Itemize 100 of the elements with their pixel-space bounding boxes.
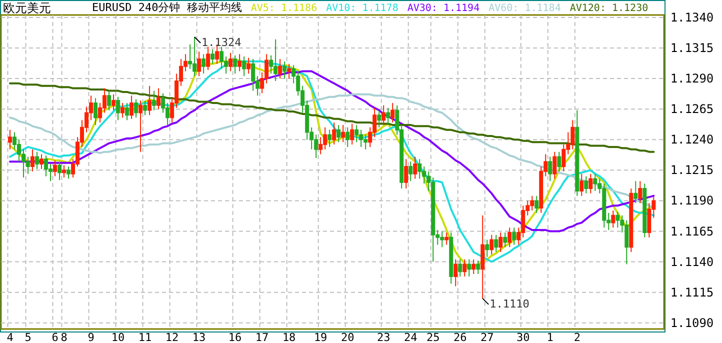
candlestick [116,96,120,121]
candlestick [228,52,233,72]
candlestick [233,54,238,74]
candlestick [418,158,422,180]
candlestick [458,258,462,277]
candlestick [35,151,40,170]
text: AV60: 1.1184 [488,3,561,14]
x-tick-label: 24 [404,331,418,343]
candlestick [350,123,354,146]
y-tick-label: 1.1340 [670,10,714,24]
candlestick [62,164,66,178]
candlestick [107,90,112,111]
candlestick [332,122,336,146]
candlestick [152,90,156,111]
candlestick [246,57,251,74]
candlestick [476,260,480,275]
y-tick-label: 1.1190 [670,194,714,208]
y-tick-label: 1.1140 [670,254,714,269]
text: AV10: 1.1178 [326,3,398,14]
candlestick [156,88,161,110]
candlestick [287,63,292,80]
x-tick-label: 25 [426,331,440,343]
candlestick [143,100,148,116]
candlestick [449,232,454,284]
candlestick [634,180,638,204]
candlestick [138,100,143,152]
candlestick [278,58,282,80]
candlestick [125,102,130,121]
x-tick-label: 26 [453,331,467,343]
candlestick [130,95,134,120]
candlestick [485,239,490,258]
y-tick-label: 1.1215 [670,163,714,178]
x-tick-label: 18 [282,331,296,343]
candlestick [580,173,584,196]
candlestick [552,151,557,180]
candlestick [134,98,138,118]
annotation: 1.1324 [194,36,242,49]
x-tick-label: 27 [480,331,494,343]
y-tick-label: 1.1240 [670,132,714,147]
annotation: 1.1324 [202,36,242,49]
candlestick [341,124,346,143]
candlestick [588,173,593,194]
annotation: 1.1110 [490,297,530,310]
y-tick-label: 1.1290 [670,72,714,86]
candlestick [210,48,215,64]
candlestick [534,195,539,214]
x-tick-label: 30 [516,331,530,343]
y-tick-label: 1.1265 [670,102,714,116]
candlestick [354,124,359,143]
candlestick [390,102,395,124]
x-tick-label: 8 [60,331,68,343]
candlestick [120,102,125,118]
candlestick [629,188,634,253]
candlestick [282,60,287,80]
candlestick [40,154,44,170]
annotation: 1.1110 [482,297,530,310]
candlestick [251,58,256,92]
x-tick-label: 10 [111,331,125,343]
candlestick [202,54,206,74]
x-tick-label: 19 [314,331,328,343]
candlestick [444,232,449,246]
candlestick [328,129,332,148]
candlestick [386,107,390,126]
candlestick [336,124,341,143]
candlestick [66,166,71,180]
candlestick [94,98,98,126]
y-tick-label: 1.1115 [670,285,714,300]
x-tick-label: 12 [165,331,179,343]
chart-subtitle: EURUSD 240分钟 移动平均线 [92,1,242,14]
y-tick-label: 1.1165 [670,224,714,238]
x-tick-label: 9 [88,331,94,343]
text: AV5: 1.1186 [250,3,318,14]
candlestick [404,158,408,189]
candlestick [238,54,242,72]
candlestick [611,210,616,228]
chart-title: 欧元美元 [3,1,51,15]
candlestick [112,94,116,111]
candlestick [593,173,598,192]
candlestick [575,110,580,196]
candlestick [454,258,458,287]
candlestick [498,232,503,253]
x-tick-label: 16 [228,331,242,343]
candlestick [382,104,386,126]
text: AV120: 1.1230 [570,3,648,14]
candlestick [8,129,12,150]
x-tick-label: 13 [192,331,206,343]
candlestick [30,148,35,172]
candlestick [408,161,413,182]
candlestick [480,214,485,299]
text: AV30: 1.1194 [407,3,480,14]
candlestick [584,176,588,194]
x-tick-label: 4 [6,331,14,343]
candlestick [346,126,350,148]
candlestick [197,51,202,77]
x-tick-label: 1 [546,331,554,343]
x-tick-label: 2 [574,331,580,343]
candlestick [44,155,48,177]
candlestick [472,258,476,275]
candlestick [58,161,62,180]
candlestick [53,160,58,177]
